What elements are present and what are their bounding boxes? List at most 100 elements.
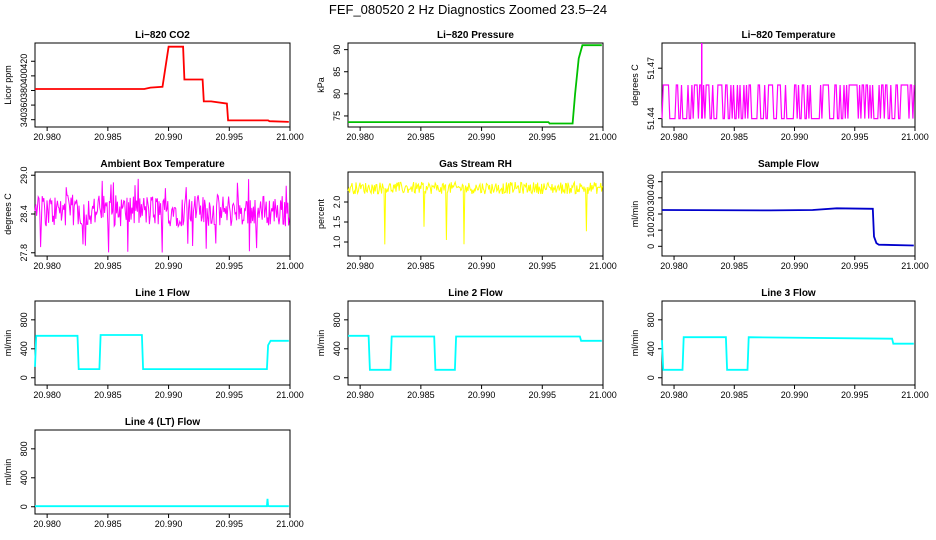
data-series-line xyxy=(348,334,602,371)
data-series-line xyxy=(35,45,289,123)
x-tick-label: 20.990 xyxy=(155,132,183,142)
y-tick-label: 90 xyxy=(332,45,342,55)
panel-1: Li−820 CO2 Licor ppm 20.980 20.985 20.990 20.… xyxy=(3,30,304,142)
y-axis-label: ml/min xyxy=(630,330,640,357)
x-tick-label: 21.000 xyxy=(276,132,304,142)
y-tick-label: 400 xyxy=(19,470,29,485)
y-tick-label: 28.4 xyxy=(19,205,29,223)
x-tick-label: 21.000 xyxy=(901,390,929,400)
y-tick-label: 400 xyxy=(646,341,656,356)
x-tick-label: 20.980 xyxy=(33,132,61,142)
x-tick-label: 20.980 xyxy=(346,132,374,142)
panel-title: Line 3 Flow xyxy=(761,288,816,299)
x-tick-label: 20.980 xyxy=(33,390,61,400)
x-tick-label: 20.980 xyxy=(660,390,688,400)
panel-title: Li−820 Pressure xyxy=(437,30,514,41)
y-tick-label: 2.0 xyxy=(332,196,342,209)
panel-5: Gas Stream RH percent 20.980 20.985 20.990 20… xyxy=(316,159,617,271)
x-tick-label: 20.985 xyxy=(94,519,122,529)
x-tick-label: 20.980 xyxy=(346,390,374,400)
panel-title: Li−820 CO2 xyxy=(135,30,190,41)
y-tick-label: 1.0 xyxy=(332,236,342,249)
y-tick-label: 800 xyxy=(19,441,29,456)
y-tick-label: 29.0 xyxy=(19,166,29,184)
panel-title: Sample Flow xyxy=(758,159,819,170)
y-tick-label: 800 xyxy=(332,312,342,327)
y-tick-label: 400 xyxy=(332,341,342,356)
x-tick-label: 20.985 xyxy=(94,390,122,400)
data-series-line xyxy=(348,44,602,125)
data-series-line xyxy=(35,498,289,508)
panel-title: Line 1 Flow xyxy=(135,288,190,299)
x-tick-label: 20.990 xyxy=(155,390,183,400)
panel-8: Line 2 Flow ml/min 20.980 20.985 20.990 20.99… xyxy=(316,288,617,400)
panel-2: Li−820 Pressure kPa 20.980 20.985 20.990 20.9… xyxy=(316,30,617,142)
x-tick-label: 21.000 xyxy=(276,519,304,529)
plot-frame xyxy=(347,300,604,386)
panel-title: Line 2 Flow xyxy=(448,288,503,299)
y-axis-label: ml/min xyxy=(3,459,13,486)
y-tick-label: 0 xyxy=(646,375,656,380)
y-tick-label: 1.5 xyxy=(332,216,342,229)
plot-frame xyxy=(347,171,604,257)
x-tick-label: 20.990 xyxy=(781,261,809,271)
plot-frame xyxy=(34,300,291,386)
plot-frame xyxy=(34,42,291,128)
x-tick-label: 20.990 xyxy=(781,132,809,142)
y-axis-label: ml/min xyxy=(316,330,326,357)
x-tick-label: 20.985 xyxy=(94,132,122,142)
panel-7: Line 1 Flow ml/min 20.980 20.985 20.990 20.99… xyxy=(3,288,304,400)
y-axis-label: kPa xyxy=(316,77,326,93)
y-axis-label: ml/min xyxy=(3,330,13,357)
y-tick-label: 400 xyxy=(646,174,656,189)
y-tick-label: 27.8 xyxy=(19,244,29,262)
x-tick-label: 21.000 xyxy=(589,390,617,400)
y-axis-label: percent xyxy=(316,198,326,229)
panel-10: Line 4 (LT) Flow ml/min 20.980 20.985 20.990… xyxy=(3,417,304,529)
x-tick-label: 20.995 xyxy=(216,390,244,400)
y-tick-label: 400 xyxy=(19,341,29,356)
y-tick-label: 200 xyxy=(646,206,656,221)
y-tick-label: 51.44 xyxy=(646,107,656,130)
x-tick-label: 20.995 xyxy=(529,390,557,400)
y-tick-label: 80 xyxy=(332,89,342,99)
data-series-line xyxy=(34,178,290,253)
y-axis-label: ml/min xyxy=(630,201,640,228)
x-tick-label: 20.985 xyxy=(407,261,435,271)
y-axis-label: degrees C xyxy=(630,64,640,106)
x-tick-label: 20.980 xyxy=(33,519,61,529)
x-tick-label: 20.980 xyxy=(660,261,688,271)
panel-title: Li−820 Temperature xyxy=(741,30,835,41)
data-series-line xyxy=(34,334,289,370)
y-tick-label: 0 xyxy=(646,244,656,249)
panel-6: Sample Flow ml/min 20.980 20.985 20.990 20.99… xyxy=(630,159,929,271)
panel-title: Gas Stream RH xyxy=(439,159,512,170)
y-tick-label: 800 xyxy=(19,312,29,327)
x-tick-label: 20.995 xyxy=(216,132,244,142)
plot-frame xyxy=(34,429,291,515)
y-tick-label: 100 xyxy=(646,223,656,238)
figure-title: FEF_080520 2 Hz Diagnostics Zoomed 23.5–… xyxy=(328,2,608,17)
x-tick-label: 21.000 xyxy=(589,261,617,271)
x-tick-label: 21.000 xyxy=(276,261,304,271)
y-tick-label: 51.47 xyxy=(646,57,656,80)
y-tick-label: 300 xyxy=(646,190,656,205)
x-tick-label: 20.995 xyxy=(529,132,557,142)
x-tick-label: 20.995 xyxy=(841,132,869,142)
panel-9: Line 3 Flow ml/min 20.980 20.985 20.990 20.99… xyxy=(630,288,929,400)
y-axis-label: Licor ppm xyxy=(3,65,13,105)
panel-4: Ambient Box Temperature degrees C 20.980 20… xyxy=(3,159,304,271)
x-tick-label: 20.990 xyxy=(468,132,496,142)
x-tick-label: 20.985 xyxy=(407,390,435,400)
data-series-line xyxy=(661,336,914,371)
x-tick-label: 21.000 xyxy=(901,132,929,142)
plot-frame xyxy=(661,42,916,128)
x-tick-label: 20.980 xyxy=(33,261,61,271)
x-tick-label: 20.990 xyxy=(468,261,496,271)
x-tick-label: 20.985 xyxy=(94,261,122,271)
x-tick-label: 20.980 xyxy=(660,132,688,142)
panel-3: Li−820 Temperature degrees C 20.980 20.985 2… xyxy=(630,30,929,142)
y-tick-label: 0 xyxy=(19,375,29,380)
x-tick-label: 21.000 xyxy=(276,390,304,400)
